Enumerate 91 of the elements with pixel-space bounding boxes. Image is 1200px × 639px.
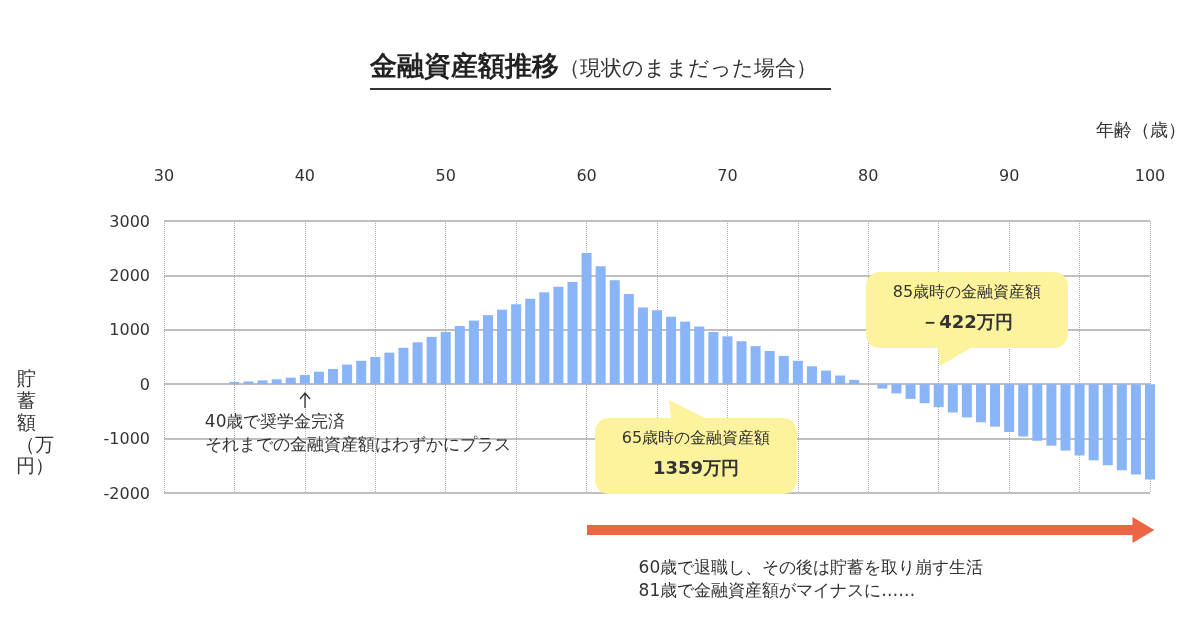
bar [553,286,564,385]
bar [849,379,860,385]
text: 81歳で金融資産額がマイナスに…… [638,579,916,602]
bar [1116,384,1127,471]
chart-title: 金融資産額推移 [369,50,559,81]
bar [792,360,803,385]
bar [835,375,846,385]
y-tick-label: -2000 [103,483,150,503]
bar [398,347,409,385]
bar [539,292,550,385]
bar [1130,384,1141,475]
bar [947,384,958,413]
bar [975,384,986,423]
bar [637,307,648,385]
bar [905,384,916,399]
bar [426,336,437,385]
bar [750,346,761,385]
bar [877,384,888,389]
y-tick-label: 0 [139,374,150,394]
bar [623,293,634,385]
bar [1004,384,1015,433]
x-tick-label: 60 [576,165,597,185]
bar [933,384,944,408]
bar [1145,384,1155,480]
bar [1046,384,1057,446]
bar [652,310,662,385]
bar [525,298,536,385]
x-tick-label: 100 [1134,165,1166,185]
bar [722,336,733,385]
bar [384,352,395,385]
annotation: 65歳時の金融資産額 [620,428,772,450]
bar [243,381,254,385]
annotation: 40歳で奨学金完済 [204,410,346,434]
x-tick-label: 80 [858,165,879,185]
bar [1102,384,1113,466]
bar [271,379,282,385]
annotation: それまでの金融資産額はわずかにプラス [204,433,511,457]
bar [1032,384,1043,441]
bar [961,384,972,418]
bar [468,320,479,385]
text: 60歳で退職し、その後は貯蓄を取り崩す生活 [638,556,984,579]
bar [581,253,592,385]
bar [313,371,324,385]
bar [821,370,832,385]
x-tick-label: 90 [998,165,1020,185]
bar [891,384,902,394]
bar [342,364,353,385]
bar [356,360,367,385]
bar [454,325,465,385]
bar [609,280,620,385]
bar [764,351,775,385]
x-tick-label: 40 [294,165,316,185]
bar [806,366,817,385]
bar [778,355,789,385]
bar [482,315,493,385]
annotation: －422万円 [920,310,1014,335]
bar [680,321,691,385]
bar [229,382,240,385]
chart-subtitle: （現状のままだった場合） [558,56,817,80]
bar [595,266,606,385]
bar [736,341,747,385]
bar [370,357,381,385]
y-tick-label: 3000 [109,211,150,231]
x-axis-title: 年齢（歳） [1096,118,1186,142]
bar [511,304,522,385]
bar [919,384,930,404]
bar [497,309,508,385]
bar [1088,384,1099,461]
bar [990,384,1001,427]
bar [1018,384,1029,437]
bar [440,331,451,385]
x-tick-label: 50 [435,165,456,185]
annotation: 1359万円 [651,456,741,481]
y-tick-label: -1000 [103,429,150,449]
bar [257,380,268,385]
bar [1074,384,1085,456]
annotation: 85歳時の金融資産額 [891,282,1043,304]
x-tick-label: 30 [153,165,175,185]
bar [285,377,296,385]
bar [412,342,423,385]
bar [666,316,677,385]
y-tick-label: 1000 [109,320,150,340]
y-axis-title: 貯蓄額（万円） [16,367,54,478]
bar [328,368,339,385]
bar [567,281,578,385]
bar [694,326,705,385]
bar [299,374,310,385]
y-tick-label: 2000 [109,265,150,285]
bar [1060,384,1071,451]
bar [708,331,719,385]
x-tick-label: 70 [717,165,738,185]
